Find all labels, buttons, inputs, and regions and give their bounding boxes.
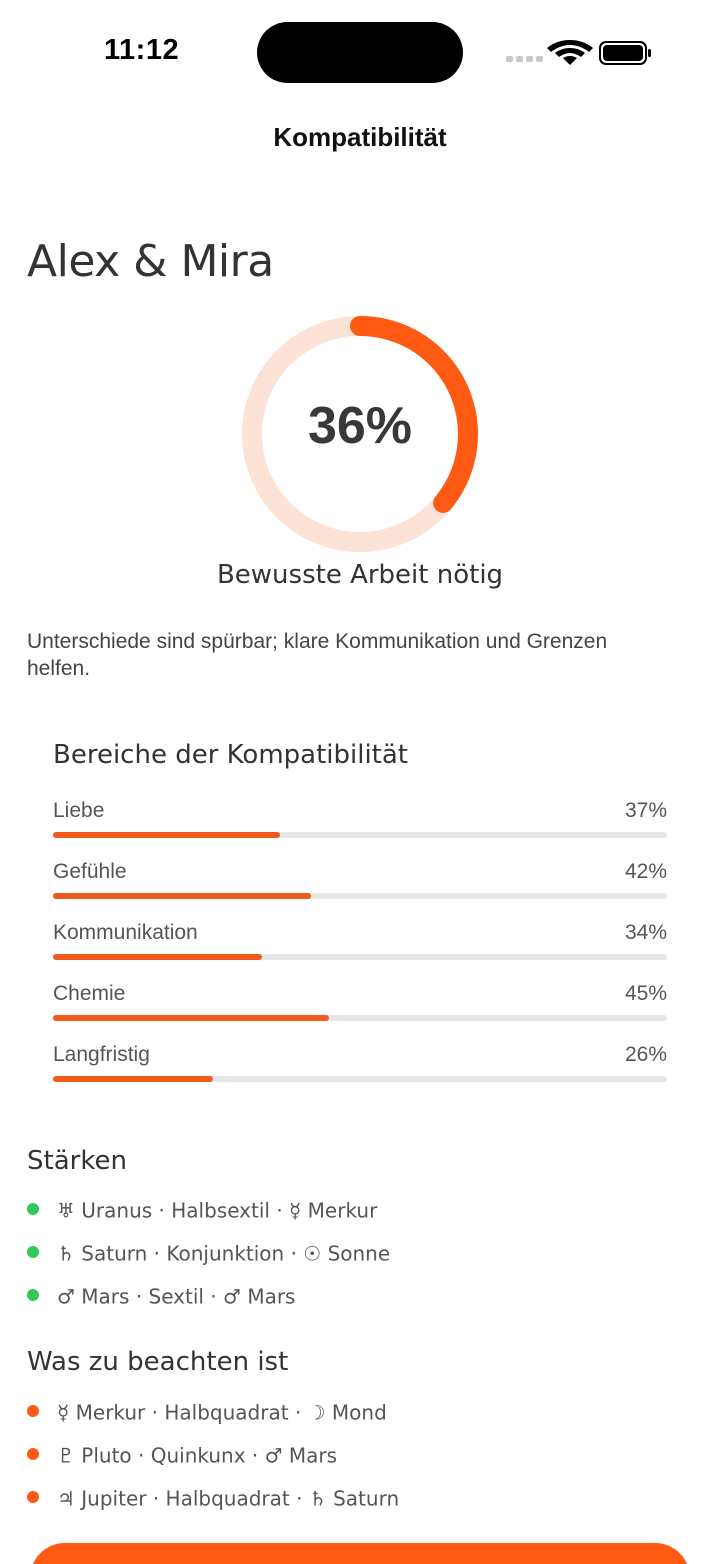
areas-title: Bereiche der Kompatibilität	[53, 740, 408, 770]
area-percent: 37%	[624, 799, 667, 822]
score-gauge	[242, 316, 478, 552]
area-bar-track	[53, 954, 667, 960]
gauge-fill	[242, 316, 478, 552]
dynamic-island	[257, 22, 463, 83]
caution-text: ♃ Jupiter · Halbquadrat · ♄ Saturn	[57, 1486, 400, 1511]
orange-dot-icon	[27, 1491, 39, 1504]
strength-text: ♅ Uranus · Halbsextil · ☿ Merkur	[57, 1198, 378, 1223]
area-row-langfristig: Langfristig 26%	[53, 1043, 667, 1091]
nav-title: Kompatibilität	[273, 122, 447, 152]
area-label: Gefühle	[53, 860, 127, 883]
orange-dot-icon	[27, 1448, 39, 1461]
green-dot-icon	[27, 1203, 39, 1216]
area-percent: 34%	[624, 921, 667, 944]
area-row-chemie: Chemie 45%	[53, 982, 667, 1030]
wifi-icon	[547, 40, 593, 65]
cautions-title: Was zu beachten ist	[27, 1347, 289, 1377]
strength-item: ♂ Mars · Sextil · ♂ Mars	[27, 1284, 295, 1314]
strength-item: ♅ Uranus · Halbsextil · ☿ Merkur	[27, 1198, 377, 1228]
green-dot-icon	[27, 1246, 39, 1259]
strength-item: ♄ Saturn · Konjunktion · ☉ Sonne	[27, 1241, 390, 1271]
status-icons	[506, 38, 656, 68]
score-caption: Bewusste Arbeit nötig	[216, 560, 504, 590]
score-value: 36%	[307, 397, 413, 455]
caution-item: ♃ Jupiter · Halbquadrat · ♄ Saturn	[27, 1486, 399, 1516]
area-row-gefuehle: Gefühle 42%	[53, 860, 667, 908]
area-percent: 26%	[624, 1043, 667, 1066]
orange-dot-icon	[27, 1405, 39, 1418]
strength-text: ♂ Mars · Sextil · ♂ Mars	[57, 1284, 296, 1309]
area-percent: 42%	[624, 860, 667, 883]
area-label: Liebe	[53, 799, 105, 822]
area-bar-track	[53, 893, 667, 899]
area-row-liebe: Liebe 37%	[53, 799, 667, 847]
area-bar-fill	[53, 1015, 330, 1021]
area-bar-track	[53, 1015, 667, 1021]
area-label: Langfristig	[53, 1043, 150, 1066]
area-percent: 45%	[624, 982, 667, 1005]
caution-item: ☿ Merkur · Halbquadrat · ☽ Mond	[27, 1400, 387, 1430]
summary-text: Unterschiede sind spürbar; klare Kommuni…	[27, 630, 608, 680]
strengths-title: Stärken	[27, 1146, 127, 1176]
strength-text: ♄ Saturn · Konjunktion · ☉ Sonne	[57, 1241, 391, 1266]
primary-action-button[interactable]	[30, 1543, 690, 1564]
area-label: Chemie	[53, 982, 126, 1005]
area-bar-fill	[53, 832, 281, 838]
green-dot-icon	[27, 1289, 39, 1302]
area-bar-fill	[53, 893, 311, 899]
caution-item: ♇ Pluto · Quinkunx · ♂ Mars	[27, 1443, 337, 1473]
area-bar-fill	[53, 1076, 213, 1082]
caution-text: ♇ Pluto · Quinkunx · ♂ Mars	[57, 1443, 338, 1468]
caution-text: ☿ Merkur · Halbquadrat · ☽ Mond	[57, 1400, 387, 1425]
area-bar-fill	[53, 954, 262, 960]
status-time: 11:12	[104, 34, 180, 66]
area-bar-track	[53, 832, 667, 838]
area-label: Kommunikation	[53, 921, 198, 944]
battery-icon	[599, 41, 651, 65]
area-row-kommunikation: Kommunikation 34%	[53, 921, 667, 969]
area-bar-track	[53, 1076, 667, 1082]
pair-title: Alex & Mira	[27, 236, 274, 287]
cellular-signal-icon	[506, 56, 543, 62]
